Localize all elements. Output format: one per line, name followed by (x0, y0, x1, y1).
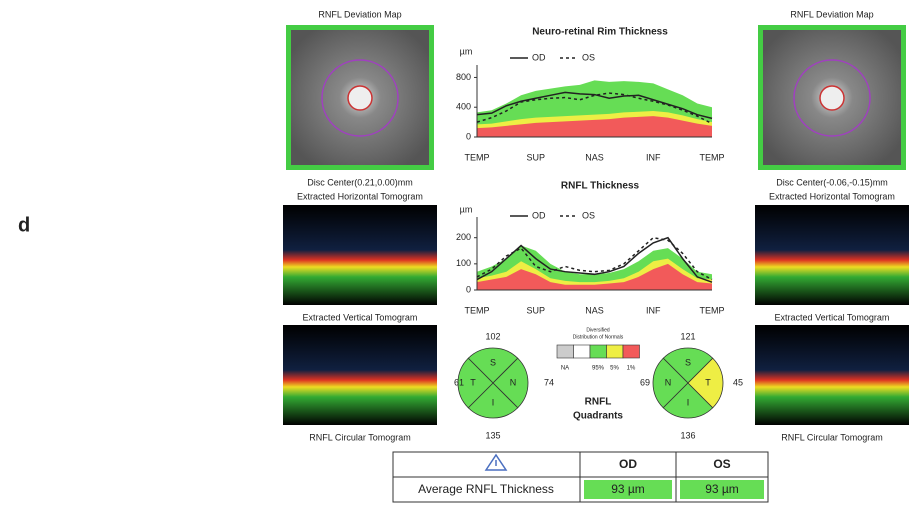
y-tick-label: 0 (466, 131, 471, 141)
report: d RNFL Deviation Map Disc Center(0.21,0.0… (0, 0, 910, 505)
x-tick-label: INF (646, 152, 661, 162)
legend-swatch (557, 345, 574, 358)
y-tick-label: 100 (456, 258, 471, 268)
quadrant-letter: S (685, 357, 691, 367)
chart-title: RNFL Thickness (561, 181, 640, 192)
legend-label: OD (532, 210, 546, 220)
quadrant-value: 135 (485, 430, 500, 440)
quadrant-letter: N (510, 377, 517, 387)
x-tick-label: TEMP (464, 305, 489, 315)
horizontal-tomogram (755, 205, 909, 305)
y-unit: µm (460, 204, 473, 214)
y-tick-label: 400 (456, 102, 471, 112)
vertical-tomogram (283, 325, 437, 425)
quadrant-title: Quadrants (573, 411, 623, 422)
x-tick-label: TEMP (699, 152, 724, 162)
y-tick-label: 200 (456, 232, 471, 242)
quadrant-letter: T (470, 377, 476, 387)
quadrant-value: 45 (733, 377, 743, 387)
map-title: RNFL Deviation Map (790, 9, 873, 19)
x-tick-label: NAS (585, 152, 604, 162)
disc-center: Disc Center(-0.06,-0.15)mm (776, 177, 888, 187)
legend-title: Diversified (586, 327, 610, 333)
x-tick-label: NAS (585, 305, 604, 315)
legend-label: 5% (610, 366, 619, 372)
table-value: 93 µm (611, 482, 645, 496)
legend-label: NA (561, 366, 569, 372)
legend-label: OD (532, 52, 546, 62)
vertical-tomogram (755, 325, 909, 425)
quadrant-letter: S (490, 357, 496, 367)
quadrant-value: 69 (640, 377, 650, 387)
disc-center: Disc Center(0.21,0.00)mm (307, 177, 413, 187)
vertical-title: Extracted Vertical Tomogram (775, 312, 890, 322)
y-tick-label: 800 (456, 72, 471, 82)
panel-label: d (18, 214, 30, 236)
map-title: RNFL Deviation Map (318, 9, 401, 19)
quadrant-value: 136 (680, 430, 695, 440)
legend-swatch (574, 345, 591, 358)
y-unit: µm (460, 46, 473, 56)
quadrant-value: 102 (485, 331, 500, 341)
y-tick-label: 0 (466, 284, 471, 294)
legend-label: 1% (627, 366, 636, 372)
table-header: OD (619, 457, 637, 471)
circular-title: RNFL Circular Tomogram (309, 432, 411, 442)
quadrant-letter: I (687, 397, 690, 407)
legend-label: OS (582, 52, 595, 62)
legend-title: Distribution of Normals (573, 334, 624, 340)
table-row-label: Average RNFL Thickness (418, 482, 554, 496)
legend-label: 95% (592, 366, 605, 372)
horizontal-title: Extracted Horizontal Tomogram (769, 191, 895, 201)
disc (820, 86, 844, 110)
quadrant-letter: N (665, 377, 672, 387)
x-tick-label: SUP (526, 152, 545, 162)
x-tick-label: TEMP (464, 152, 489, 162)
vertical-title: Extracted Vertical Tomogram (303, 312, 418, 322)
circular-title: RNFL Circular Tomogram (781, 432, 883, 442)
legend-label: OS (582, 210, 595, 220)
legend-swatch (607, 345, 624, 358)
table-header: OS (713, 457, 730, 471)
x-tick-label: INF (646, 305, 661, 315)
legend-swatch (590, 345, 607, 358)
x-tick-label: SUP (526, 305, 545, 315)
quadrant-letter: I (492, 397, 495, 407)
legend-swatch (623, 345, 640, 358)
x-tick-label: TEMP (699, 305, 724, 315)
quadrant-value: 74 (544, 377, 554, 387)
horizontal-title: Extracted Horizontal Tomogram (297, 191, 423, 201)
quadrant-title: RNFL (585, 397, 612, 408)
table-value: 93 µm (705, 482, 739, 496)
quadrant-value: 121 (680, 331, 695, 341)
quadrant-letter: T (705, 377, 711, 387)
quadrant-value: 61 (454, 377, 464, 387)
chart-title: Neuro-retinal Rim Thickness (532, 27, 668, 38)
disc (348, 86, 372, 110)
horizontal-tomogram (283, 205, 437, 305)
